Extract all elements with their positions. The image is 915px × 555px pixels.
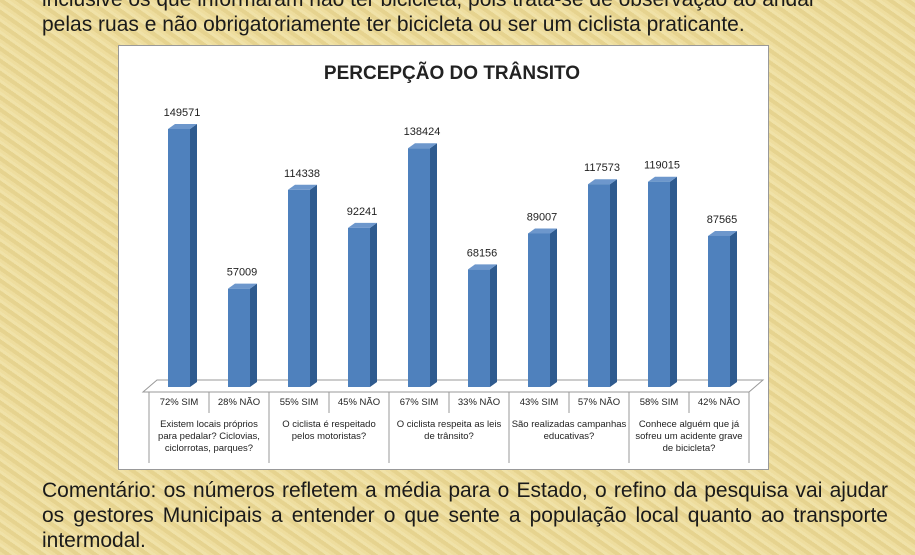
bar: [408, 148, 430, 387]
comment: Comentário: os números refletem a média …: [42, 479, 888, 552]
bar-top: [468, 264, 497, 270]
data-label: 92241: [347, 206, 378, 218]
bar: [588, 184, 610, 387]
x-tick-label: 67% SIM: [400, 397, 439, 408]
chart-title: PERCEPÇÃO DO TRÂNSITO: [324, 62, 580, 84]
x-tick-label: 55% SIM: [280, 397, 319, 408]
bar-top: [588, 179, 617, 185]
group-label: Existem locais próprios para pedalar? Ci…: [158, 419, 260, 454]
header-text: inclusive os que informaram não ter bici…: [42, 0, 888, 37]
header-line: inclusive os que informaram não ter bici…: [42, 0, 888, 12]
data-label: 149571: [164, 107, 201, 119]
x-tick-label: 45% NÃO: [338, 397, 380, 408]
bar-side: [730, 230, 737, 387]
data-label: 114338: [284, 168, 320, 180]
x-tick-label: 33% NÃO: [458, 397, 500, 408]
header-line: pelas ruas e não obrigatoriamente ter bi…: [42, 13, 745, 36]
bar-side: [670, 176, 677, 387]
bar-side: [430, 143, 437, 387]
bar: [648, 181, 670, 387]
bar: [288, 189, 310, 387]
bar-top: [348, 222, 377, 228]
x-tick-label: 43% SIM: [520, 397, 559, 408]
data-label: 138424: [404, 126, 441, 138]
group-label: O ciclista respeita as leis de trânsito?: [396, 419, 502, 442]
bar-top: [228, 283, 257, 289]
bar: [228, 288, 250, 387]
bar-top: [288, 184, 317, 190]
bar-side: [370, 222, 377, 387]
bar-side: [250, 283, 257, 387]
group-label: São realizadas campanhas educativas?: [511, 419, 627, 442]
bar-side: [190, 124, 197, 387]
bar-side: [490, 264, 497, 387]
chart-box: PERCEPÇÃO DO TRÂNSITO 149571 72% SIM 57009…: [118, 45, 769, 470]
bar-side: [610, 179, 617, 387]
bar: [528, 233, 550, 387]
bar: [708, 235, 730, 387]
data-label: 68156: [467, 247, 498, 259]
bar: [168, 129, 190, 387]
x-tick-label: 57% NÃO: [578, 397, 620, 408]
bar-top: [648, 176, 677, 182]
data-label: 119015: [644, 160, 680, 172]
bar: [468, 269, 490, 387]
data-label: 89007: [527, 211, 558, 223]
bar-top: [528, 228, 557, 234]
chart: PERCEPÇÃO DO TRÂNSITO 149571 72% SIM 57009…: [141, 62, 765, 463]
x-tick-label: 28% NÃO: [218, 397, 260, 408]
data-label: 117573: [584, 162, 620, 174]
group-label: O ciclista é respeitado pelos motoristas…: [282, 419, 376, 442]
bar-top: [168, 124, 197, 129]
bar-top: [408, 143, 437, 149]
x-tick-label: 72% SIM: [160, 397, 199, 408]
data-label: 57009: [227, 267, 258, 279]
bar-side: [310, 184, 317, 387]
bar: [348, 227, 370, 387]
group-label: Conhece alguém que já sofreu um acidente…: [635, 419, 743, 454]
x-tick-label: 58% SIM: [640, 397, 679, 408]
bar-top: [708, 230, 737, 236]
x-tick-label: 42% NÃO: [698, 397, 740, 408]
data-label: 87565: [707, 214, 738, 226]
bar-side: [550, 228, 557, 387]
